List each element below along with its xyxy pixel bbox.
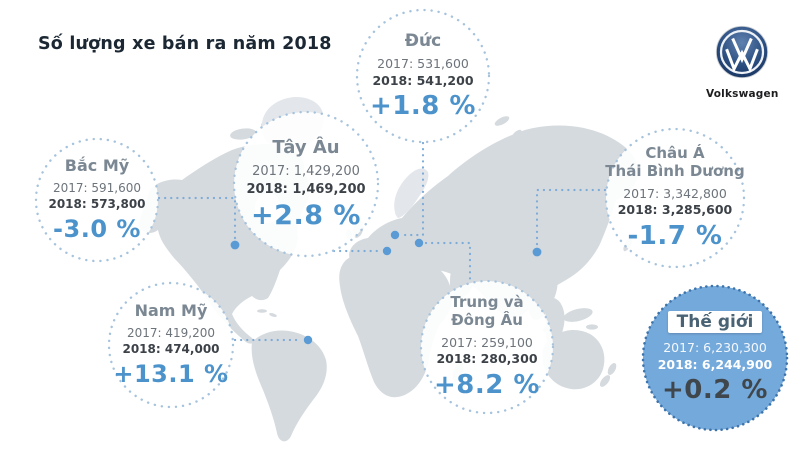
bubble-circles — [34, 8, 789, 432]
circle-chau-a — [604, 127, 746, 269]
map-marker-north-america — [230, 240, 240, 250]
region-2017-value: 2017: 3,342,800 — [623, 185, 727, 201]
vw-logo-icon — [715, 25, 769, 79]
region-name: Châu Á Thái Bình Dương — [605, 144, 745, 180]
region-bubble-tay-au: Tây Âu 2017: 1,429,200 2018: 1,469,200 +… — [233, 111, 379, 257]
circle-duc — [355, 8, 491, 144]
region-change-percent: +1.8 % — [370, 91, 476, 122]
island-new-zealand-n — [607, 363, 617, 375]
region-change-percent: -3.0 % — [53, 214, 141, 243]
map-marker-western-europe — [382, 246, 392, 256]
island-caribbean-1 — [257, 309, 267, 313]
region-bubble-duc: Đức 2017: 531,600 2018: 541,200 +1.8 % — [356, 9, 490, 143]
region-2018-value: 2018: 474,000 — [122, 341, 220, 356]
map-marker-central-eastern-europe — [414, 238, 424, 248]
circle-nam-my — [107, 281, 235, 409]
connector-central-eastern-europe — [424, 241, 472, 281]
island-arctic-1 — [230, 128, 256, 140]
region-change-percent: +13.1 % — [113, 359, 229, 388]
world-label-chip: Thế giới — [667, 311, 763, 333]
connector-north-america — [157, 196, 237, 240]
map-markers — [230, 230, 542, 345]
page-title: Số lượng xe bán ra năm 2018 — [38, 34, 332, 54]
continent-south-america — [251, 330, 327, 442]
vw-logo: Volkswagen — [706, 24, 778, 100]
region-bubble-chau-a-thai-binh-duong: Châu Á Thái Bình Dương 2017: 3,342,800 2… — [605, 128, 745, 268]
region-change-percent: +0.2 % — [662, 375, 768, 405]
region-change-percent: -1.7 % — [627, 220, 723, 251]
island-indonesia-2 — [560, 333, 580, 341]
connector-asia-pacific — [535, 188, 607, 248]
region-name: Trung và Đông Âu — [450, 293, 524, 329]
island-indonesia-3 — [586, 324, 598, 330]
region-bubble-trung-dong-au: Trung và Đông Âu 2017: 259,100 2018: 280… — [420, 280, 554, 414]
vw-logo-label: Volkswagen — [706, 88, 779, 100]
continent-eurasia — [349, 125, 639, 318]
region-2018-value: 2018: 6,244,900 — [657, 356, 773, 372]
region-name: Tây Âu — [272, 137, 340, 159]
region-2018-value: 2018: 541,200 — [372, 72, 474, 88]
island-new-zealand-s — [599, 375, 611, 387]
continent-australia — [542, 329, 605, 390]
circle-trung-dong-au — [419, 279, 555, 415]
region-change-percent: +2.8 % — [251, 199, 361, 231]
island-arctic-4 — [494, 116, 510, 126]
region-name: Đức — [404, 30, 442, 51]
continents — [138, 116, 639, 442]
region-scandinavia — [394, 168, 429, 218]
region-2017-value: 2017: 6,230,300 — [663, 340, 767, 355]
region-2017-value: 2017: 591,600 — [52, 181, 142, 196]
map-marker-germany — [390, 230, 400, 240]
region-bubble-the-gioi: Thế giới 2017: 6,230,300 2018: 6,244,900… — [642, 285, 788, 431]
region-2017-value: 2017: 419,200 — [126, 326, 216, 341]
region-2018-value: 2018: 280,300 — [436, 351, 538, 367]
connector-lines — [157, 141, 607, 342]
connector-germany — [400, 141, 425, 237]
island-new-guinea — [563, 308, 593, 322]
map-marker-south-america — [303, 335, 313, 345]
region-2018-value: 2018: 1,469,200 — [246, 181, 366, 197]
region-2018-value: 2018: 3,285,600 — [617, 202, 733, 218]
circle-tay-au — [232, 110, 380, 258]
island-caribbean-2 — [269, 313, 277, 317]
region-name: Bắc Mỹ — [64, 156, 130, 176]
region-2017-value: 2017: 1,429,200 — [252, 164, 360, 180]
region-2017-value: 2017: 259,100 — [441, 334, 533, 350]
region-bubble-bac-my: Bắc Mỹ 2017: 591,600 2018: 573,800 -3.0 … — [35, 138, 159, 262]
island-arctic-5 — [512, 129, 522, 139]
circle-bac-my — [34, 137, 160, 263]
region-change-percent: +8.2 % — [434, 369, 540, 400]
region-2017-value: 2017: 531,600 — [377, 56, 469, 72]
region-name: Nam Mỹ — [134, 301, 208, 321]
region-2018-value: 2018: 573,800 — [48, 196, 146, 211]
map-marker-asia-pacific — [532, 247, 542, 257]
region-bubble-nam-my: Nam Mỹ 2017: 419,200 2018: 474,000 +13.1… — [108, 282, 234, 408]
